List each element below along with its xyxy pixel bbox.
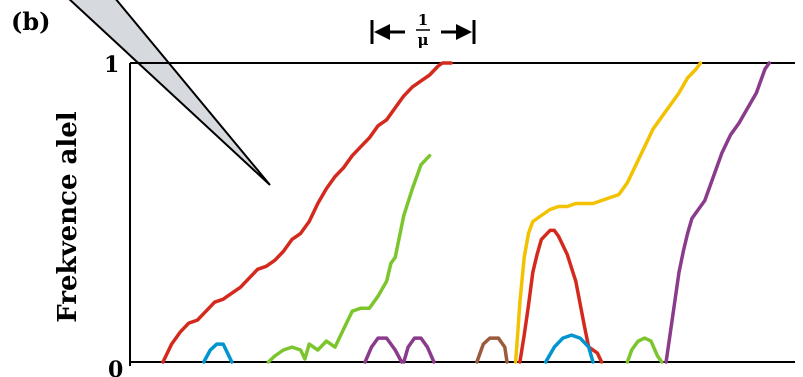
interval-right-arrowhead	[456, 24, 472, 40]
y-tick-label-0: 0	[108, 357, 123, 377]
interval-numerator: 1	[418, 11, 428, 29]
allele-trajectory-1	[161, 61, 453, 364]
y-axis-label: Frekvence alel	[53, 111, 83, 323]
allele-trajectory-10	[625, 336, 664, 364]
interval-denominator: μ	[418, 31, 429, 49]
allele-trajectory-3	[266, 153, 432, 364]
allele-trajectory-2	[202, 342, 234, 364]
y-tick-label-1: 1	[104, 52, 119, 78]
allele-trajectory-7	[513, 61, 703, 364]
allele-trajectory-4	[363, 336, 404, 364]
pointer-wedge	[68, 0, 271, 186]
allele-trajectory-6	[475, 336, 509, 364]
allele-trajectory-11	[664, 61, 772, 364]
series-layer	[161, 61, 772, 364]
allele-trajectory-5	[402, 336, 436, 364]
allele-trajectory-9	[543, 333, 595, 364]
interval-left-arrowhead	[374, 24, 390, 40]
interval-marker: 1 μ	[370, 11, 476, 49]
panel-label: (b)	[11, 7, 51, 36]
